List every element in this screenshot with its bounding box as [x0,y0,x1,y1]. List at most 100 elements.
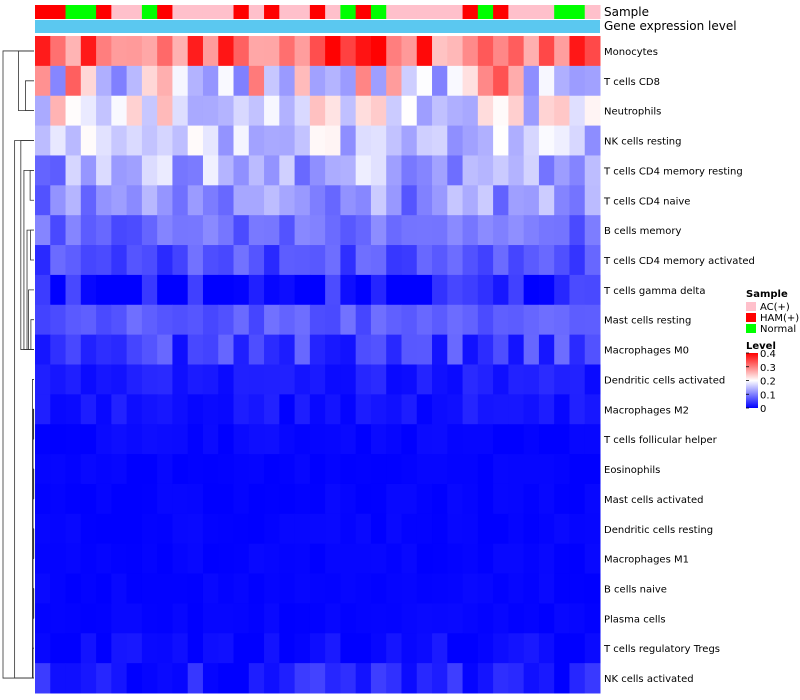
heatmap-cell [554,304,570,336]
heatmap-cell [202,483,219,515]
heatmap-cell [248,215,265,246]
heatmap-cell [493,125,509,156]
heatmap-cell [401,394,418,425]
row-label: B cells memory [604,226,681,237]
heatmap-cell [264,245,280,276]
heatmap-cell [584,125,601,156]
sample-cell-normal [80,5,97,19]
heatmap-cell [248,424,265,455]
heatmap-cell [325,185,341,216]
heatmap-cell [386,633,402,664]
heatmap-cell [65,125,82,156]
heatmap-cell [554,513,570,545]
heatmap-cell [202,95,219,127]
row-label: T cells CD4 memory resting [603,166,743,177]
heatmap-cell [233,454,250,485]
heatmap-cell [325,65,341,97]
heatmap-cell [279,125,296,156]
heatmap-cell [80,394,97,425]
heatmap-cell [416,215,433,246]
heatmap-cell [462,663,479,694]
dendrogram-branch [30,319,34,350]
heatmap-cell [111,304,128,336]
sample-cell-ham [462,5,479,19]
heatmap-cell [386,573,402,604]
heatmap-cell [50,334,67,365]
heatmap-cell [187,573,204,604]
heatmap-cell [141,65,158,97]
heatmap-cell [355,663,372,694]
heatmap-cell [218,483,235,515]
heatmap-cell [172,543,189,575]
heatmap-cell [248,245,265,276]
heatmap-cell [340,603,357,634]
heatmap-cell [294,543,311,575]
row-label: NK cells resting [604,137,681,148]
heatmap-cell [187,65,204,97]
heatmap-cell [523,424,540,455]
heatmap-cell [462,215,479,246]
heatmap-cell [309,633,326,664]
heatmap-cell [523,125,540,156]
heatmap-cell [50,663,67,694]
heatmap-cell [462,304,479,336]
heatmap-cell [462,633,479,664]
heatmap-cell [493,633,509,664]
heatmap-cell [477,304,494,336]
heatmap-cell [462,245,479,276]
heatmap-cell [126,65,143,97]
heatmap-cell [187,185,204,216]
heatmap-cell [401,364,418,395]
heatmap-cell [111,513,128,545]
heatmap-cell [538,364,555,395]
heatmap-cell [202,543,219,575]
heatmap-cell [126,483,143,515]
heatmap-cell [35,155,51,186]
heatmap-cell [493,36,509,67]
heatmap-cell [401,633,418,664]
heatmap-cell [447,125,464,156]
row-label: Macrophages M0 [604,346,689,357]
heatmap-cell [386,65,402,97]
heatmap-cell [233,304,250,336]
heatmap-cell [294,603,311,634]
heatmap-cell [309,394,326,425]
heatmap-cell [370,633,387,664]
heatmap-cell [172,454,189,485]
heatmap-cell [523,185,540,216]
heatmap-cell [355,155,372,186]
heatmap-cell [35,215,51,246]
heatmap-cell [462,394,479,425]
heatmap-cell [447,95,464,127]
heatmap-cell [432,36,448,67]
heatmap-cell [218,364,235,395]
heatmap-cell [462,36,479,67]
sample-cell-ac [187,5,204,19]
heatmap-cell [50,215,67,246]
heatmap-cell [141,364,158,395]
heatmap-cell [340,185,357,216]
heatmap-cell [538,185,555,216]
heatmap-cell [218,95,235,127]
heatmap-cell [416,483,433,515]
heatmap-cell [432,454,448,485]
heatmap-cell [141,215,158,246]
sample-cell-normal [340,5,357,19]
heatmap-cell [80,424,97,455]
heatmap-cell [187,543,204,575]
heatmap-cell [401,95,418,127]
heatmap-cell [523,454,540,485]
heatmap-cell [157,215,173,246]
heatmap-cell [401,155,418,186]
heatmap-cell [477,364,494,395]
heatmap-cell [111,125,128,156]
heatmap-cell [355,274,372,306]
heatmap-cell [432,125,448,156]
heatmap-cell [248,483,265,515]
heatmap-cell [80,603,97,634]
heatmap-cell [126,125,143,156]
heatmap-cell [523,603,540,634]
heatmap-cell [80,513,97,545]
heatmap-cell [401,454,418,485]
heatmap-cell [218,125,235,156]
